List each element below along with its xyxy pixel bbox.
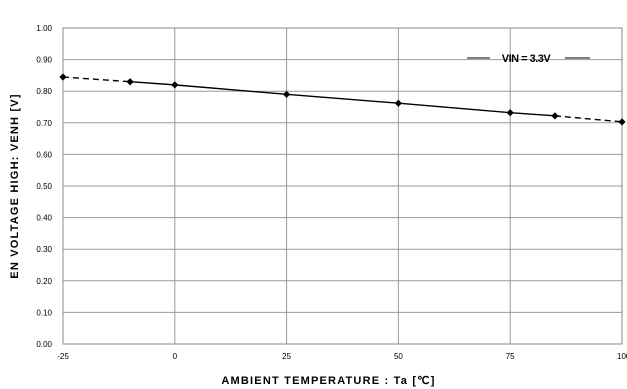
- y-tick-label: 0.10: [36, 308, 52, 317]
- y-tick-label: 0.90: [36, 56, 52, 65]
- x-tick-label: -25: [57, 352, 69, 361]
- grid: [63, 28, 622, 344]
- series-segment: [62, 76, 131, 83]
- vin-annotation: VIN = 3.3V: [502, 53, 552, 65]
- data-point: [551, 112, 559, 120]
- data-point: [126, 78, 134, 86]
- y-tick-label: 0.50: [36, 182, 52, 191]
- data-point: [171, 81, 179, 89]
- series-segment: [286, 93, 399, 104]
- x-tick-label: 50: [394, 352, 403, 361]
- y-tick-label: 0.80: [36, 87, 52, 96]
- y-tick-label: 0.70: [36, 119, 52, 128]
- y-tick-label: 0.30: [36, 245, 52, 254]
- y-tick-label: 0.00: [36, 340, 52, 349]
- x-tick-label: 0: [173, 352, 178, 361]
- y-axis-title: EN VOLTAGE HIGH: VENH [V]: [9, 93, 21, 278]
- data-point: [506, 109, 514, 117]
- data-point: [394, 99, 402, 107]
- x-tick-labels: -25 0 25 50 75 100: [57, 352, 627, 361]
- annotation-group: VIN = 3.3V: [467, 53, 590, 65]
- series-segment: [554, 115, 623, 123]
- y-tick-label: 0.60: [36, 150, 52, 159]
- y-tick-label: 0.40: [36, 214, 52, 223]
- points: [59, 73, 626, 126]
- x-tick-label: 100: [617, 352, 627, 361]
- x-tick-label: 25: [282, 352, 291, 361]
- series-segment: [174, 84, 287, 96]
- series-segment: [510, 111, 555, 117]
- x-axis-title: AMBIENT TEMPERATURE : Ta [℃]: [221, 375, 435, 387]
- series-segment: [130, 81, 175, 86]
- y-tick-labels: 0.00 0.10 0.20 0.30 0.40 0.50 0.60 0.70 0.80 0.90…: [36, 24, 52, 349]
- y-tick-label: 0.20: [36, 277, 52, 286]
- data-point: [59, 73, 67, 81]
- series: [62, 76, 623, 123]
- series-segment: [398, 102, 511, 114]
- x-tick-label: 75: [506, 352, 515, 361]
- y-tick-label: 1.00: [36, 24, 52, 33]
- plot-area: [62, 27, 623, 345]
- data-point: [283, 90, 291, 98]
- data-point: [618, 118, 626, 126]
